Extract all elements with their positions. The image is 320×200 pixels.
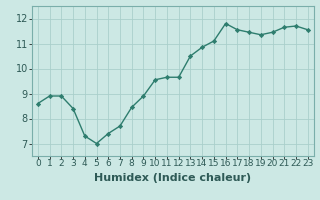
X-axis label: Humidex (Indice chaleur): Humidex (Indice chaleur): [94, 173, 252, 183]
